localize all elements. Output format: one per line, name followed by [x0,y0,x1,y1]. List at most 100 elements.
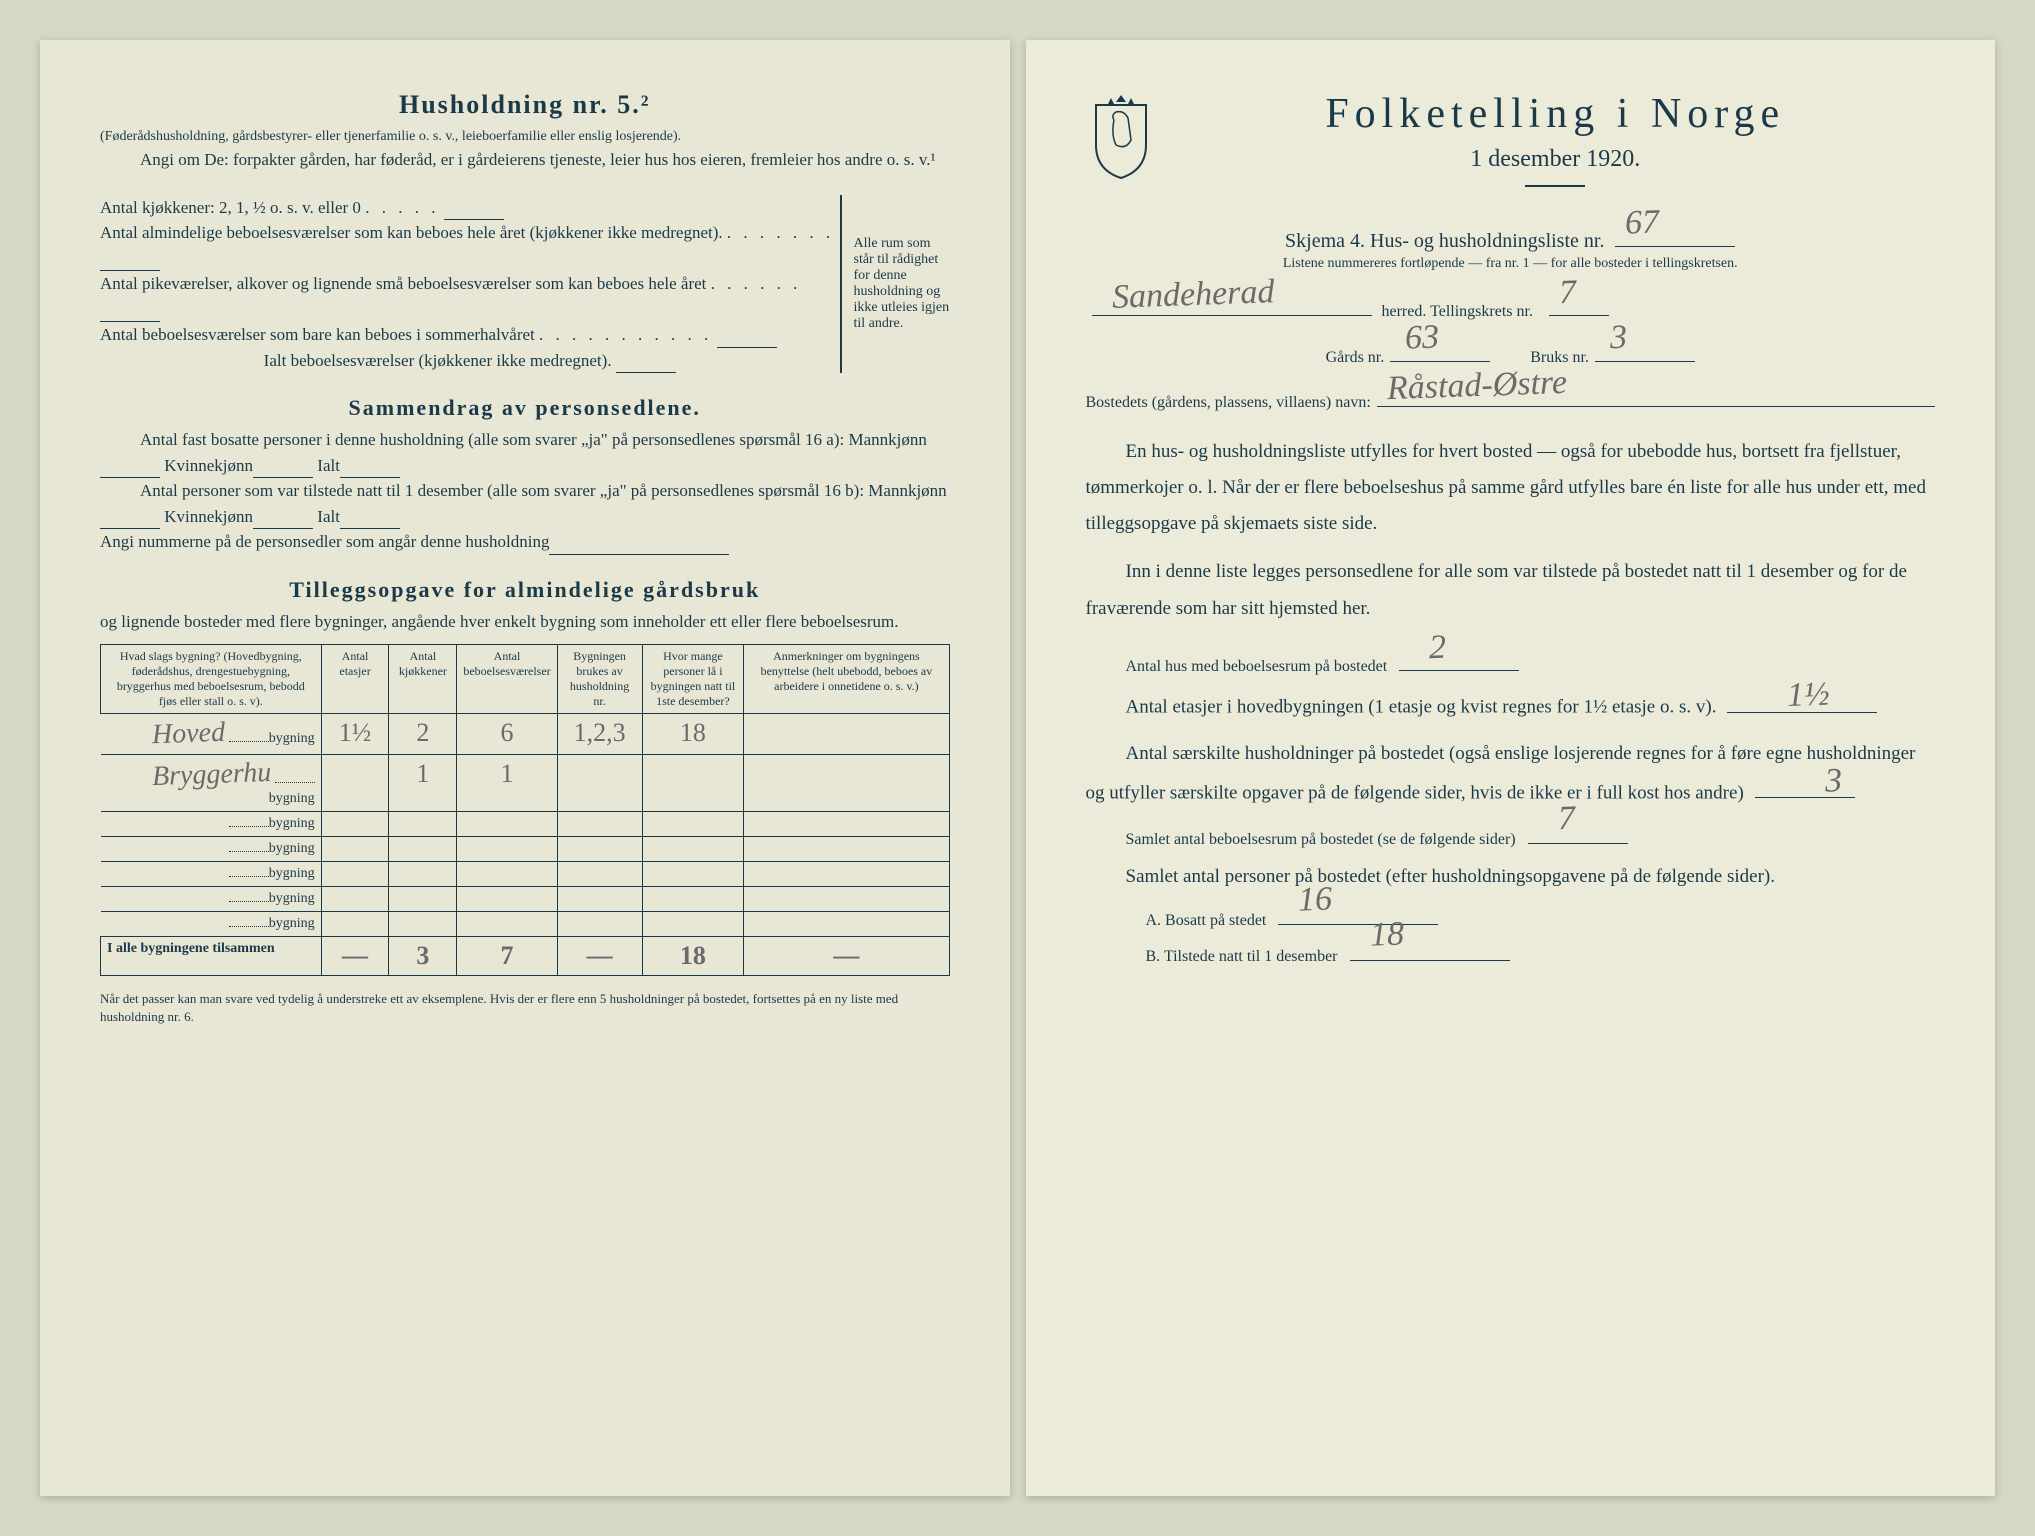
q5: Samlet antal personer på bostedet (efter… [1086,859,1936,895]
row-personer [642,755,744,812]
qA: A. Bosatt på stedet 16 [1086,903,1936,930]
row-kjokkener: 2 [389,714,457,755]
row-hushold [557,837,642,862]
col-hushold: Bygningen brukes av husholdning nr. [557,645,642,714]
row-beboelse: 6 [457,714,557,755]
table-row: Bryggerhu bygning11 [101,755,950,812]
coat-of-arms-icon [1086,90,1156,180]
gards-hw: 63 [1405,319,1440,358]
row-kjokkener [389,912,457,937]
q4-hw: 7 [1557,799,1575,838]
intro-paren: (Føderådshusholdning, gårdsbestyrer- ell… [100,126,950,147]
row-hushold [557,862,642,887]
table-header-row: Hvad slags bygning? (Hovedbygning, føder… [101,645,950,714]
row-personer [642,912,744,937]
skjema-line: Skjema 4. Hus- og husholdningsliste nr. … [1086,219,1936,256]
q2-hw: 1½ [1746,663,1831,730]
row-personer [642,812,744,837]
room-line-1: Antal almindelige beboelsesværelser som … [100,220,840,271]
title-rule [1525,185,1585,187]
row-hushold: 1,2,3 [557,714,642,755]
left-page: Husholdning nr. 5.² (Føderådshusholdning… [40,40,1010,1496]
q3-hw: 3 [1783,749,1842,816]
list-nr-hw: 67 [1625,196,1661,248]
row-etasjer [321,755,389,812]
row-anm [744,714,949,755]
col-beboelse: Antal beboelsesværelser [457,645,557,714]
col-anm: Anmerkninger om bygningens benyttelse (h… [744,645,949,714]
footnote: Når det passer kan man svare ved tydelig… [100,990,950,1026]
summary-line-1: Antal fast bosatte personer i denne hush… [100,427,950,478]
row-anm [744,887,949,912]
bosted-hw: Råstad-Østre [1386,364,1567,408]
row-beboelse [457,837,557,862]
tillegg-heading: Tilleggsopgave for almindelige gårdsbruk [100,577,950,603]
row-etasjer [321,912,389,937]
col-etasjer: Antal etasjer [321,645,389,714]
room-total: Ialt beboelsesværelser (kjøkkener ikke m… [100,348,840,374]
row-anm [744,837,949,862]
row-kjokkener [389,862,457,887]
table-row: bygning [101,912,950,937]
right-page: Folketelling i Norge 1 desember 1920. Sk… [1026,40,1996,1496]
row-etasjer [321,862,389,887]
tillegg-section: Tilleggsopgave for almindelige gårdsbruk… [100,577,950,1027]
qA-hw: 16 [1298,880,1333,919]
row-hushold [557,887,642,912]
summary-line-3: Angi nummerne på de personsedler som ang… [100,529,950,555]
para-2: Inn i denne liste legges personsedlene f… [1086,554,1936,626]
row-etasjer [321,837,389,862]
table-row: bygning [101,837,950,862]
row-kjokkener [389,887,457,912]
row-name: bygning [101,912,322,937]
q1-hw: 2 [1429,628,1447,667]
row-anm [744,755,949,812]
col-kjokkener: Antal kjøkkener [389,645,457,714]
gards-line: Gårds nr. 63 Bruks nr. 3 [1086,339,1936,366]
building-table: Hvad slags bygning? (Hovedbygning, føder… [100,644,950,976]
intro-2: Angi om De: forpakter gården, har føderå… [100,147,950,173]
totals-label: I alle bygningene tilsammen [101,937,322,976]
row-kjokkener [389,837,457,862]
listene-note: Listene nummereres fortløpende — fra nr.… [1086,256,1936,272]
kitchen-line: Antal kjøkkener: 2, 1, ½ o. s. v. eller … [100,195,840,221]
row-beboelse [457,887,557,912]
instructions: En hus- og husholdningsliste utfylles fo… [1086,434,1936,626]
row-anm [744,812,949,837]
q2: Antal etasjer i hovedbygningen (1 etasje… [1086,686,1936,726]
bosted-line: Bostedets (gårdens, plassens, villaens) … [1086,385,1936,412]
row-anm [744,912,949,937]
row-beboelse [457,812,557,837]
qB-hw: 18 [1369,916,1404,955]
table-row: bygning [101,812,950,837]
krets-hw: 7 [1558,274,1576,313]
row-name: Bryggerhu bygning [101,755,322,812]
row-name: bygning [101,812,322,837]
row-personer [642,837,744,862]
summary-line-2: Antal personer som var tilstede natt til… [100,478,950,529]
table-totals-row: I alle bygningene tilsammen — 3 7 — 18 — [101,937,950,976]
summary-heading: Sammendrag av personsedlene. [100,395,950,421]
main-title: Folketelling i Norge [1176,90,1936,138]
row-personer: 18 [642,714,744,755]
summary-section: Sammendrag av personsedlene. Antal fast … [100,395,950,555]
census-date: 1 desember 1920. [1176,146,1936,173]
row-name: bygning [101,862,322,887]
q4: Samlet antal beboelsesrum på bostedet (s… [1086,822,1936,849]
tillegg-sub: og lignende bosteder med flere bygninger… [100,609,950,635]
row-name: bygning [101,887,322,912]
row-hushold [557,912,642,937]
totals-personer: 18 [642,937,744,976]
row-beboelse [457,912,557,937]
row-kjokkener [389,812,457,837]
col-type: Hvad slags bygning? (Hovedbygning, føder… [101,645,322,714]
row-anm [744,862,949,887]
row-personer [642,862,744,887]
totals-anm: — [744,937,949,976]
bruks-hw: 3 [1609,319,1627,358]
row-etasjer: 1½ [321,714,389,755]
table-row: bygning [101,887,950,912]
row-kjokkener: 1 [389,755,457,812]
col-personer: Hvor mange personer lå i bygningen natt … [642,645,744,714]
para-1: En hus- og husholdningsliste utfylles fo… [1086,434,1936,542]
